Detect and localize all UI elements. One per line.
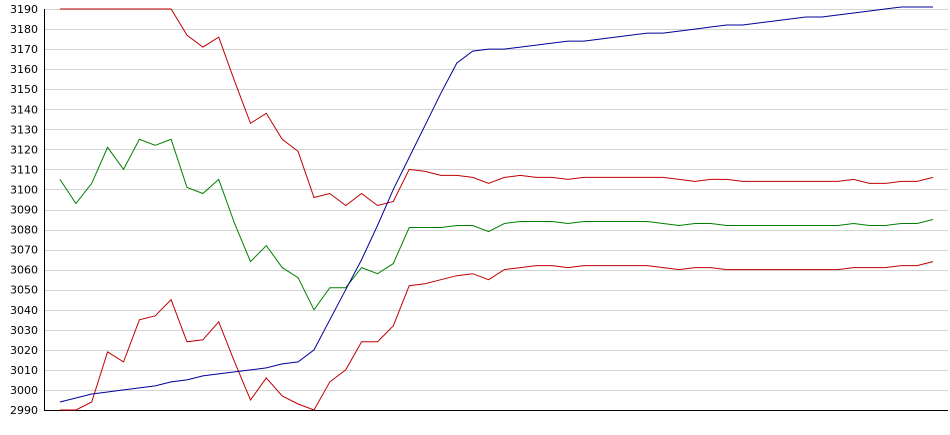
y-tick-label: 3130 [10, 123, 38, 136]
y-tick-label: 3170 [10, 43, 38, 56]
y-tick-label: 3040 [10, 304, 38, 317]
y-tick-label: 3180 [10, 23, 38, 36]
y-tick-label: 3190 [10, 3, 38, 16]
y-tick-label: 3030 [10, 324, 38, 337]
y-tick-label: 3090 [10, 204, 38, 217]
y-tick-label: 3070 [10, 244, 38, 257]
y-tick-label: 3120 [10, 143, 38, 156]
series-line-4 [59, 6, 933, 403]
y-tick-label: 3100 [10, 183, 38, 196]
y-tick-label: 3080 [10, 224, 38, 237]
y-tick-label: 3050 [10, 284, 38, 297]
gridlines [44, 9, 948, 411]
y-tick-label: 3060 [10, 264, 38, 277]
y-tick-label: 3010 [10, 364, 38, 377]
y-tick-label: 3140 [10, 103, 38, 116]
axes [44, 9, 948, 411]
series-line-1 [60, 8, 934, 207]
y-tick-label: 2990 [10, 404, 38, 417]
series-lines [59, 6, 934, 411]
y-tick-label: 3150 [10, 83, 38, 96]
series-line-3 [60, 261, 934, 411]
series-line-2 [59, 138, 934, 311]
y-tick-label: 3160 [10, 63, 38, 76]
y-tick-label: 3000 [10, 384, 38, 397]
y-tick-label: 3020 [10, 344, 38, 357]
y-tick-label: 3110 [10, 163, 38, 176]
y-axis-tick-labels: 2990 3000 3010 3020 3030 3040 3050 3060 3070 3080… [10, 3, 38, 417]
